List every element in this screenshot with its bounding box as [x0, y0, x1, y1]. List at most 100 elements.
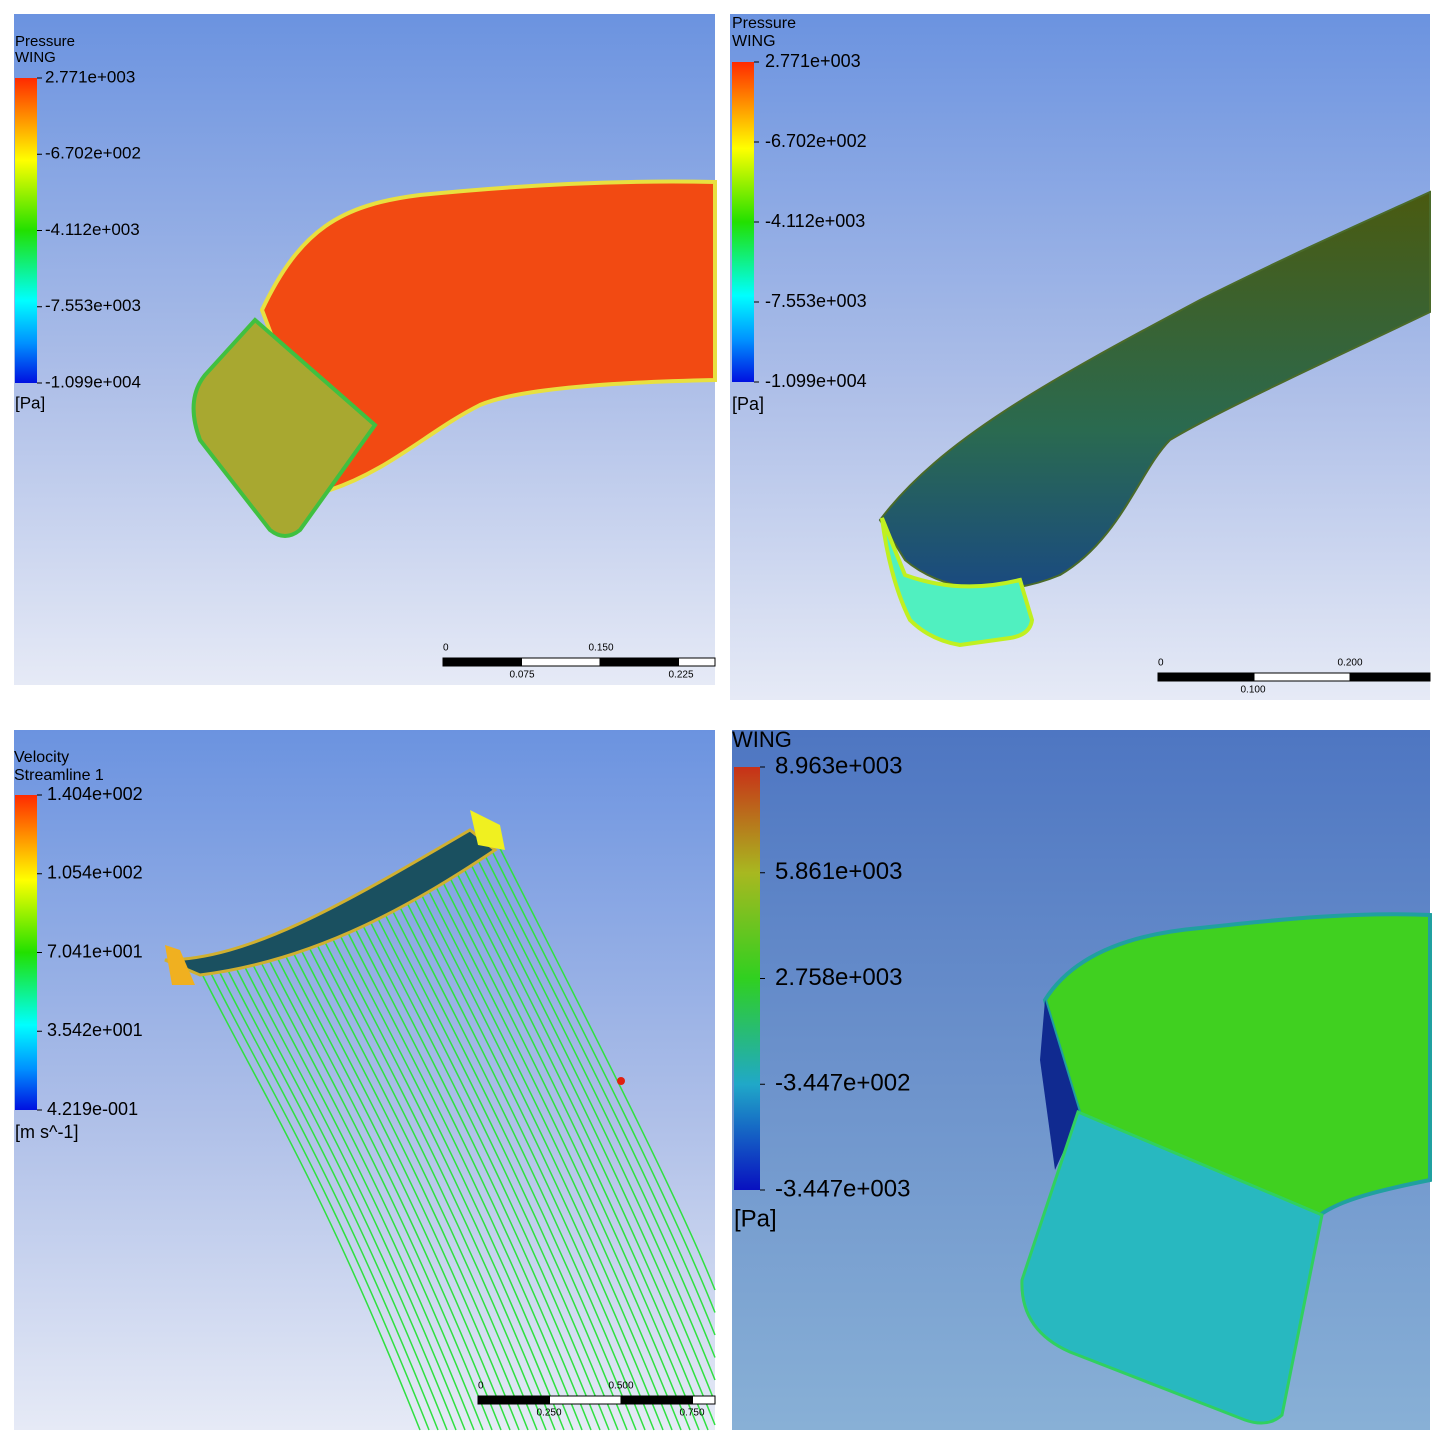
endplate	[470, 810, 505, 850]
legend-tick-label: 7.041e+001	[47, 941, 143, 961]
legend-unit: [m s^-1]	[15, 1122, 78, 1142]
legend-tick-label: 3.542e+001	[47, 1020, 143, 1040]
scale-label: 0	[1158, 658, 1164, 669]
streamline	[281, 931, 520, 1431]
scale-label: 0.075	[509, 670, 534, 681]
legend-unit: [Pa]	[732, 394, 764, 414]
streamline	[386, 882, 646, 1431]
endplate	[1020, 1109, 1324, 1425]
legend-tick-label: -4.112e+003	[765, 211, 865, 231]
streamline	[476, 840, 716, 1336]
endplate	[191, 317, 378, 538]
streamline	[199, 969, 421, 1431]
legend-tick-label: 4.219e-001	[47, 1099, 138, 1119]
scale-label: 0	[443, 643, 449, 654]
scale-label: 0.250	[536, 1408, 561, 1419]
legend-title: Velocity	[14, 749, 69, 766]
streamline	[289, 927, 529, 1431]
scale-bar-segment	[678, 657, 716, 667]
streamline	[416, 868, 682, 1431]
scale-bar-segment	[442, 657, 522, 667]
legend-tick-label: 2.771e+003	[45, 67, 135, 86]
legend-tick-label: 1.054e+002	[47, 863, 143, 883]
legend-tick-label: -3.447e+003	[775, 1175, 910, 1202]
streamline	[259, 941, 493, 1431]
scale-bar-segment	[620, 1395, 693, 1405]
legend-tick-label: -6.702e+002	[765, 131, 867, 151]
legend-tick-label: -1.099e+004	[45, 372, 141, 391]
streamline	[379, 885, 637, 1431]
color-bar	[15, 78, 37, 383]
legend-title: Pressure	[732, 15, 796, 32]
streamline	[221, 959, 448, 1431]
legend-tick-label: -4.112e+003	[45, 220, 140, 239]
streamline	[244, 948, 475, 1431]
scale-label: 0.500	[608, 1381, 633, 1392]
legend-title: Streamline 1	[14, 767, 104, 784]
scale-bar-segment	[1253, 672, 1351, 682]
streamline	[356, 896, 610, 1431]
streamline	[469, 843, 716, 1358]
streamline	[424, 864, 691, 1431]
streamline	[461, 847, 716, 1381]
streamline	[394, 878, 655, 1431]
legend-title: WING	[732, 33, 776, 50]
endplate	[165, 945, 195, 985]
legend-tick-label: 2.771e+003	[765, 51, 861, 71]
streamline	[431, 861, 700, 1431]
color-bar	[734, 767, 760, 1190]
scale-label: 0.150	[588, 643, 613, 654]
streamline	[236, 952, 466, 1431]
legend-tick-label: -7.553e+003	[765, 291, 867, 311]
streamline	[484, 836, 716, 1313]
streamline	[274, 934, 511, 1431]
streamline	[311, 917, 556, 1431]
scale-bar-segment	[549, 1395, 622, 1405]
color-bar	[15, 795, 37, 1110]
streamline	[326, 910, 574, 1431]
scale-bar-segment	[599, 657, 679, 667]
streamline	[364, 892, 619, 1431]
legend-unit: [Pa]	[734, 1205, 777, 1232]
legend-tick-label: -7.553e+003	[45, 296, 141, 315]
streamlines	[199, 833, 716, 1431]
streamline	[401, 875, 664, 1431]
streamline	[214, 962, 439, 1431]
streamline	[304, 920, 547, 1431]
streamline	[439, 857, 709, 1431]
streamline	[349, 899, 601, 1431]
wing-side	[1040, 1000, 1080, 1170]
legend-tick-label: 1.404e+002	[47, 784, 143, 804]
streamline	[409, 871, 673, 1431]
streamline	[454, 850, 716, 1403]
streamline	[296, 924, 538, 1431]
scale-label: 0.100	[1240, 685, 1265, 696]
legend-tick-label: 2.758e+003	[775, 964, 902, 991]
streamline	[371, 889, 628, 1431]
streamline	[319, 913, 565, 1431]
color-bar	[732, 62, 754, 382]
scale-bar-segment	[477, 1395, 550, 1405]
scale-bar-segment	[1157, 672, 1255, 682]
legend-title: WING	[15, 49, 56, 66]
streamline	[266, 938, 502, 1431]
legend-title: Pressure	[15, 33, 75, 50]
streamline	[206, 966, 430, 1431]
streamline	[446, 854, 716, 1426]
scale-label: 0.750	[679, 1408, 704, 1419]
legend-title: WING	[732, 727, 792, 752]
scale-bar-segment	[1349, 672, 1431, 682]
endplate	[880, 517, 1035, 648]
streamline	[341, 903, 592, 1431]
legend-tick-label: -6.702e+002	[45, 144, 141, 163]
streamline	[229, 955, 457, 1431]
scale-label: 0.225	[668, 670, 693, 681]
legend-tick-label: 5.861e+003	[775, 858, 902, 885]
streamline	[334, 906, 583, 1431]
scale-bar-segment	[692, 1395, 716, 1405]
scale-label: 0	[478, 1381, 484, 1392]
legend-tick-label: -3.447e+002	[775, 1070, 910, 1097]
streamline	[251, 945, 484, 1431]
legend-tick-label: -1.099e+004	[765, 371, 867, 391]
